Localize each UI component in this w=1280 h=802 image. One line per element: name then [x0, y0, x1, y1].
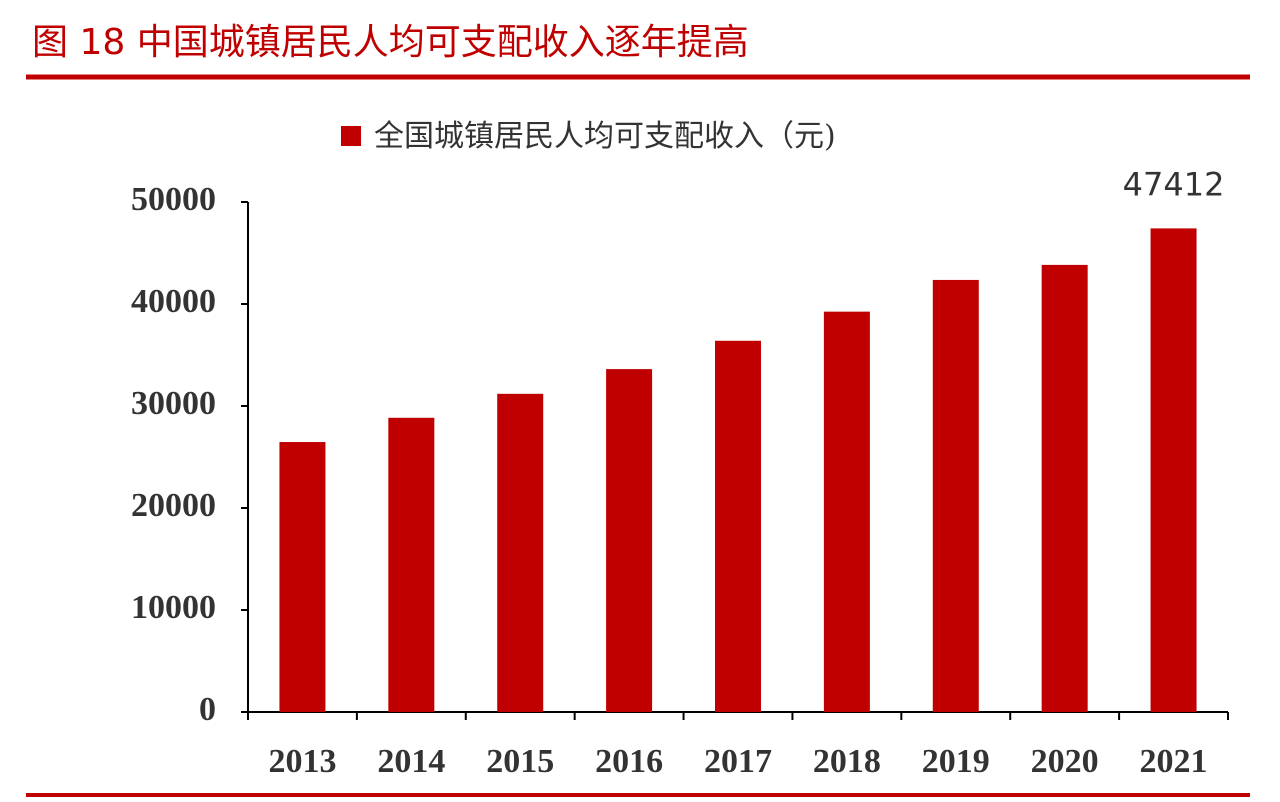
y-tick-label: 0 [199, 691, 216, 728]
y-tick-label: 50000 [131, 181, 216, 218]
y-tick-label: 30000 [131, 385, 216, 422]
legend-swatch [341, 126, 361, 146]
bar [823, 311, 870, 712]
bar [388, 417, 435, 712]
bar [497, 393, 544, 712]
bar [279, 442, 326, 712]
bar [1150, 228, 1197, 713]
bar [606, 369, 653, 712]
x-tick-label: 2017 [704, 743, 772, 780]
y-tick-label: 40000 [131, 283, 216, 320]
data-label: 47412 [1123, 165, 1225, 203]
bar [715, 340, 761, 712]
chart-title: 图 18 中国城镇居民人均可支配收入逐年提高 [32, 22, 749, 63]
x-tick-label: 2020 [1031, 743, 1099, 780]
bar [932, 279, 979, 712]
x-tick-label: 2015 [486, 743, 554, 780]
legend-label: 全国城镇居民人均可支配收入（元) [374, 119, 836, 154]
x-tick-label: 2013 [268, 743, 336, 780]
x-tick-label: 2014 [377, 743, 445, 780]
y-tick-label: 20000 [131, 487, 216, 524]
y-tick-label: 10000 [131, 589, 216, 626]
bar [1041, 264, 1088, 712]
x-tick-label: 2019 [922, 743, 990, 780]
x-tick-label: 2018 [813, 743, 881, 780]
x-tick-label: 2016 [595, 743, 663, 780]
x-tick-label: 2021 [1140, 743, 1208, 780]
